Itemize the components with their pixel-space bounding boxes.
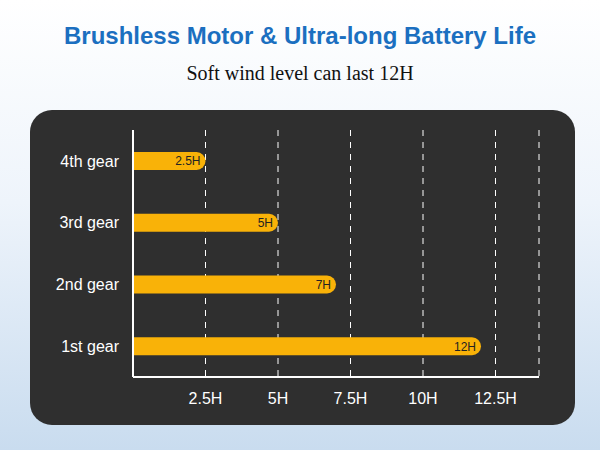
svg-text:7H: 7H [316,278,331,292]
svg-text:10H: 10H [408,390,437,407]
svg-text:4th gear: 4th gear [60,153,119,170]
svg-text:1st gear: 1st gear [61,338,119,355]
svg-text:7.5H: 7.5H [334,390,368,407]
svg-text:3rd gear: 3rd gear [59,214,119,231]
svg-text:12H: 12H [454,340,476,354]
html-text:Brushless Motor & Ultra-long B: Brushless Motor & Ultra-long Battery Lif… [64,22,536,49]
svg-text:2nd gear: 2nd gear [56,276,120,293]
html-text:Soft wind level can last 12H: Soft wind level can last 12H [186,62,414,84]
svg-text:5H: 5H [258,216,273,230]
svg-text:2.5H: 2.5H [175,154,200,168]
svg-text:2.5H: 2.5H [189,390,223,407]
svg-text:12.5H: 12.5H [474,390,517,407]
svg-text:5H: 5H [268,390,288,407]
